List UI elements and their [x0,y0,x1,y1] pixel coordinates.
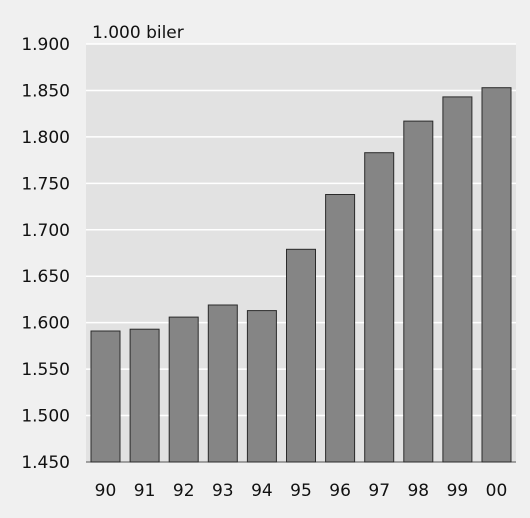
x-tick-label: 94 [251,481,273,501]
y-tick-label: 1.450 [21,453,70,473]
bar-95 [286,248,316,463]
y-axis-tick-labels: 1.450 1.500 1.550 1.600 1.650 1.700 1.750 1.800… [21,35,70,473]
bar-92 [168,316,199,463]
bar-94 [246,310,277,463]
bar-93 [207,304,238,463]
y-tick-label: 1.600 [21,314,70,334]
y-tick-label: 1.900 [21,35,70,55]
x-axis-tick-labels: 90 91 92 93 94 95 96 97 98 99 00 [95,481,508,501]
x-tick-label: 99 [447,481,469,501]
x-tick-label: 96 [329,481,351,501]
x-tick-label: 92 [173,481,195,501]
x-tick-label: 98 [407,481,429,501]
y-tick-label: 1.700 [21,221,70,241]
x-tick-label: 91 [134,481,156,501]
y-tick-label: 1.650 [21,267,70,287]
x-tick-label: 93 [212,481,234,501]
x-tick-label: 00 [486,481,508,501]
y-tick-label: 1.850 [21,81,70,101]
x-tick-label: 97 [368,481,390,501]
y-tick-label: 1.750 [21,174,70,194]
bar-97 [364,152,395,463]
bar-98 [403,120,434,463]
bar-96 [325,194,356,463]
bar-90 [90,330,121,463]
x-tick-label: 90 [95,481,117,501]
bar-99 [442,96,473,463]
bars [90,87,512,463]
x-tick-label: 95 [290,481,312,501]
y-tick-label: 1.550 [21,360,70,380]
y-tick-label: 1.800 [21,128,70,148]
y-tick-label: 1.500 [21,407,70,427]
y-axis-unit-label: 1.000 biler [92,23,184,43]
bar-91 [129,328,160,463]
bar-00 [481,87,512,463]
